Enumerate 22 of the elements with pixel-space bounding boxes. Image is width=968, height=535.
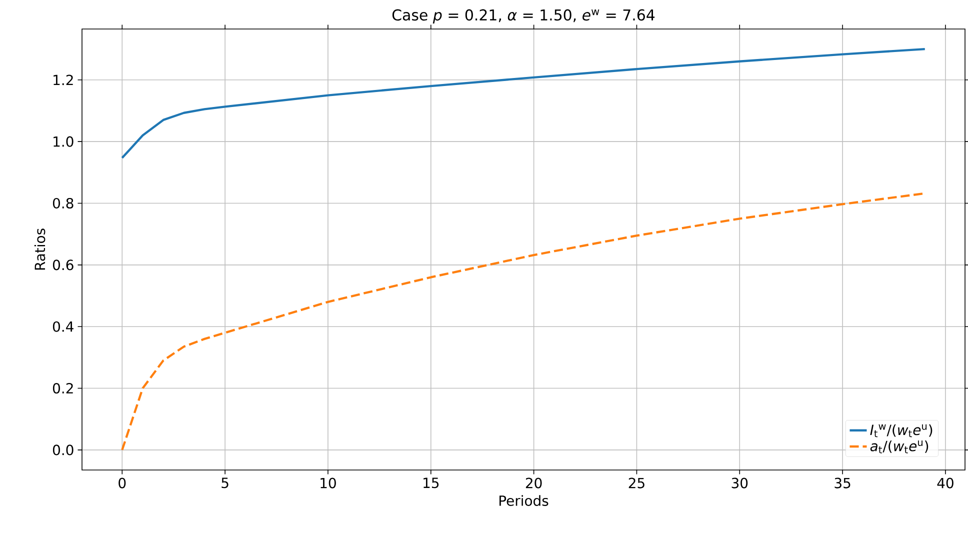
x-tick-label: 5 (222, 478, 228, 488)
x-tick-label: 15 (424, 478, 439, 488)
x-tick-label: 10 (320, 478, 336, 488)
y-tick-label: 0.6 (52, 260, 74, 270)
y-tick-label: 0.4 (52, 321, 74, 332)
x-axis-title: Periods (500, 495, 548, 506)
x-tick-label: 35 (834, 478, 850, 488)
x-tick-label: 0 (118, 478, 126, 488)
line-series (121, 48, 926, 159)
y-tick-label: 1.0 (54, 136, 74, 147)
chart-title: Case p = 0.21, α = 1.50, e$^{w}$ = 7.64 (392, 9, 655, 24)
x-tick-label: 20 (526, 478, 542, 488)
x-tick-label: 30 (732, 478, 748, 488)
y-axis-title: Ratios (34, 228, 46, 270)
x-tick-label: 25 (628, 478, 644, 488)
y-tick-label: 0.0 (52, 444, 74, 456)
y-tick-label: 0.2 (52, 382, 73, 394)
x-tick-label: 40 (937, 478, 954, 488)
text: I$_{t}$$^{w}$/(w$_{t}$e$^{u}$) (870, 424, 932, 438)
y-tick-label: 1.2 (54, 74, 73, 86)
legend-label: a$_{t}$/(w$_{t}$e$^{u}$) (870, 440, 928, 454)
y-tick-label: 0.8 (52, 198, 74, 209)
